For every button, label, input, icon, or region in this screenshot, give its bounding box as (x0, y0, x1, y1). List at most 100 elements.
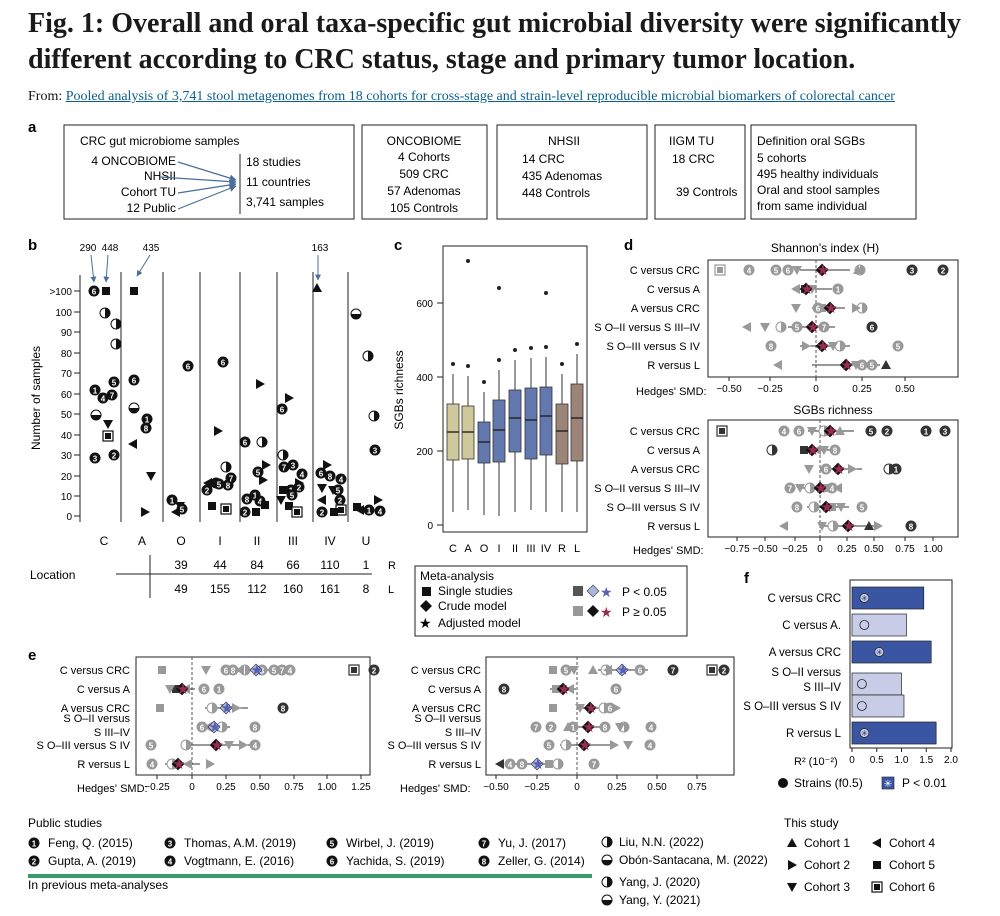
callout-arrow (136, 254, 151, 277)
study-point (183, 759, 192, 769)
study-name: Feng, Q. (2015) (48, 836, 133, 850)
numbered-study-icon: 5 (332, 484, 344, 496)
x-tick-label: 0 (189, 782, 195, 793)
study-point (206, 702, 218, 714)
crude-estimate (577, 738, 591, 752)
figure-title: Fig. 1: Overall and oral taxa-specific g… (28, 8, 961, 75)
outlier-point (451, 362, 455, 366)
numbered-circle (793, 425, 805, 437)
numbered-study-icon: 8 (516, 758, 528, 770)
y-tick-label: 30 (61, 451, 73, 462)
meta-legend-item: Crude model (438, 599, 507, 613)
numbered-circle-label: 2 (32, 858, 37, 867)
numbered-study-icon: 3 (369, 444, 381, 456)
crude-estimate (530, 757, 544, 771)
numbered-circle-label: 2 (320, 509, 325, 518)
numbered-study-icon: 4 (249, 739, 261, 751)
numbered-study-icon: 7 (225, 472, 237, 484)
study-point (232, 703, 241, 713)
numbered-circle (334, 494, 346, 506)
box1-source: 12 Public (127, 201, 176, 215)
numbered-circle-label: 2 (205, 487, 210, 496)
row-label: S O–III versus S IV (36, 740, 130, 752)
study-point (716, 425, 728, 437)
adjusted-estimate: ★ (557, 681, 570, 698)
crude-estimate (207, 720, 221, 734)
numbered-study-icon: 3 (287, 459, 299, 471)
numbered-study-icon: 4 (778, 425, 790, 437)
half-study-name: Liu, N.N. (2022) (619, 835, 704, 849)
bar-label: A versus CRC (769, 647, 841, 659)
numbered-circle-label: 4 (648, 742, 653, 751)
category-label: II (512, 543, 518, 555)
box1-summary: 11 countries (246, 175, 310, 189)
numbered-circle (588, 758, 600, 770)
numbered-circle (286, 489, 298, 501)
source-article-link[interactable]: Pooled analysis of 3,741 stool metagenom… (65, 89, 895, 104)
outlier-point (544, 291, 548, 295)
row-label: C versus CRC (630, 265, 700, 277)
numbered-study-icon: 6 (820, 463, 832, 475)
numbered-circle (287, 459, 299, 471)
numbered-circle (832, 283, 844, 295)
adjusted-estimate: ★ (584, 700, 597, 717)
box-5 (524, 387, 538, 460)
y-tick-label: 70 (61, 369, 73, 380)
numbered-study-icon: 4 (743, 264, 755, 276)
row-label: R versus L (77, 759, 130, 771)
numbered-study-icon: 5 (252, 466, 264, 478)
numbered-circle-label: 6 (330, 858, 335, 867)
study-point (158, 666, 166, 674)
numbered-study-icon: 4 (644, 739, 656, 751)
panel-d-bottom-forest: −0.75 −0.50 −0.25 0 0.25 0.50 0.75 1.00 C versus… (594, 420, 951, 555)
circle-half (222, 722, 227, 732)
numbered-circle (610, 683, 622, 695)
numbered-circle-label: 1 (145, 416, 150, 425)
panel-e-left-xlabel: Hedges' SMD: (77, 783, 148, 795)
outlier-point (482, 380, 486, 384)
x-tick-label: 0.75 (895, 544, 915, 555)
study-point (565, 684, 574, 694)
numbered-circle (198, 683, 210, 695)
category-label: L (574, 543, 580, 555)
sample-point (102, 287, 110, 295)
category-label: IV (541, 543, 552, 555)
numbered-circle-label: 8 (909, 523, 914, 532)
numbered-circle (363, 504, 375, 516)
numbered-circle-label: 6 (202, 686, 207, 695)
previous-meta-label: In previous meta-analyses (28, 878, 168, 892)
numbered-circle-label: 5 (256, 469, 261, 478)
source-arrow (177, 161, 237, 182)
numbered-circle (276, 403, 288, 415)
outlier-point (560, 362, 564, 366)
panel-d-top-xlabel: Hedges' SMD: (636, 386, 707, 398)
numbered-circle (278, 461, 290, 473)
circle-half (781, 322, 786, 332)
study-point (817, 522, 827, 531)
y-tick-label: 50 (61, 410, 73, 421)
study-point (819, 446, 829, 455)
numbered-study-icon: 8 (905, 520, 917, 532)
panel-f-xlabel: R² (10⁻²) (794, 756, 838, 768)
strain-dot (857, 701, 867, 711)
square-core (709, 667, 715, 673)
r2-bar (851, 640, 932, 664)
cohort-name: Cohort 5 (889, 858, 935, 872)
numbered-circle-label: 8 (502, 686, 507, 695)
adjusted-estimate: ★ (816, 338, 829, 355)
half-circle-legend: Liu, N.N. (2022) Obón-Santacana, M. (2022… (601, 835, 768, 907)
study-point (827, 520, 839, 532)
sample-point (110, 338, 122, 350)
outlier-point (497, 358, 501, 362)
y-tick-label: 20 (61, 472, 73, 483)
significance-star-icon: ✳ (861, 729, 868, 738)
numbered-circle (478, 837, 490, 849)
panel-d-bottom-frame (707, 419, 959, 538)
r2-bar (851, 586, 925, 610)
numbered-circle (108, 376, 120, 388)
sample-point (256, 379, 265, 389)
numbered-circle-label: 5 (336, 487, 341, 496)
crude-estimate (831, 462, 845, 476)
numbered-circle-label: 4 (649, 724, 654, 733)
study-point (742, 322, 751, 332)
